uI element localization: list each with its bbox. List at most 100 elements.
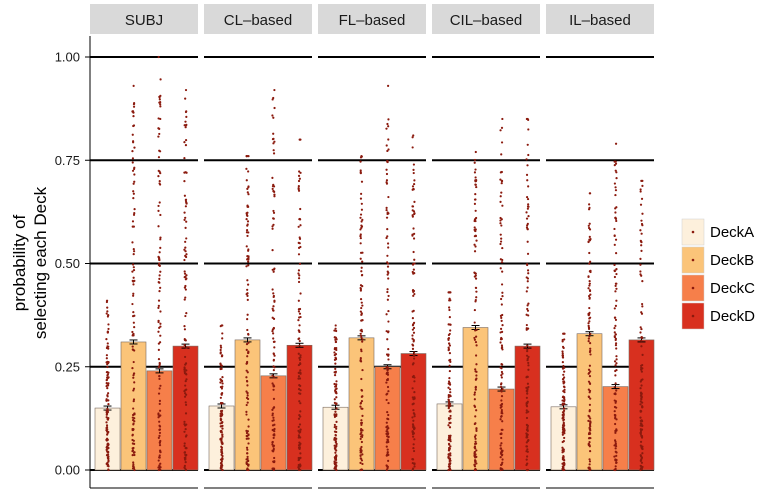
data-point — [247, 350, 250, 353]
points-DeckD — [183, 88, 188, 472]
data-point — [131, 334, 134, 337]
data-point — [640, 197, 644, 200]
data-point — [562, 419, 565, 422]
data-point — [385, 432, 388, 435]
data-point — [588, 441, 591, 444]
data-point — [500, 399, 503, 402]
data-point — [297, 299, 300, 302]
data-point — [297, 186, 300, 190]
data-point — [299, 442, 302, 445]
data-point — [447, 386, 450, 389]
data-point — [221, 454, 224, 458]
data-point — [614, 442, 617, 445]
data-point — [385, 313, 388, 316]
data-point — [359, 156, 363, 159]
data-point — [132, 115, 135, 118]
data-point — [272, 317, 276, 320]
data-point — [183, 451, 186, 454]
data-point — [221, 468, 224, 471]
data-point — [359, 289, 362, 292]
data-point — [183, 325, 186, 328]
data-point — [335, 442, 338, 446]
data-point — [412, 268, 415, 271]
data-point — [133, 453, 136, 457]
data-point — [587, 414, 590, 417]
data-point — [219, 381, 222, 384]
points-DeckD — [525, 117, 530, 472]
points-DeckA — [447, 291, 452, 472]
data-point — [333, 414, 336, 417]
data-point — [473, 398, 476, 401]
points-DeckB — [131, 84, 136, 472]
data-point — [500, 370, 504, 374]
data-point — [131, 110, 135, 113]
data-point — [615, 358, 618, 361]
data-point — [614, 342, 618, 345]
data-point — [474, 415, 477, 418]
data-point — [589, 260, 592, 263]
data-point — [157, 117, 160, 120]
data-point — [473, 275, 476, 278]
data-point — [588, 251, 591, 255]
data-point — [386, 228, 389, 231]
data-point — [219, 466, 222, 469]
points-DeckD — [639, 179, 644, 472]
data-point — [107, 360, 110, 364]
data-point — [184, 392, 187, 395]
data-point — [335, 430, 338, 434]
data-point — [589, 353, 592, 356]
data-point — [185, 115, 188, 119]
data-point — [157, 304, 160, 307]
data-point — [412, 163, 415, 166]
data-point — [614, 374, 617, 377]
data-point — [219, 430, 222, 433]
data-point — [526, 439, 530, 442]
data-point — [334, 446, 337, 449]
data-point — [386, 411, 389, 414]
data-point — [159, 172, 162, 175]
data-point — [247, 397, 250, 401]
data-point — [298, 324, 301, 327]
data-point — [527, 302, 530, 305]
data-point — [272, 358, 275, 361]
data-point — [386, 265, 390, 268]
data-point — [641, 424, 644, 428]
data-point — [185, 220, 188, 223]
data-point — [132, 311, 135, 314]
data-point — [588, 463, 591, 466]
data-point — [273, 195, 276, 198]
data-point — [131, 348, 134, 351]
data-point — [500, 180, 504, 183]
data-point — [500, 432, 503, 435]
data-point — [412, 188, 415, 191]
data-point — [412, 408, 415, 412]
legend-item-DeckC: DeckC — [681, 274, 755, 302]
data-point — [131, 442, 134, 445]
data-point — [525, 375, 529, 378]
data-point — [184, 363, 187, 366]
data-point — [525, 323, 528, 327]
data-point — [500, 297, 503, 301]
data-point — [474, 434, 477, 437]
data-point — [132, 451, 135, 454]
data-point — [298, 463, 302, 466]
points-DeckD — [411, 134, 416, 472]
data-point — [157, 209, 160, 212]
data-point — [614, 382, 617, 385]
data-point — [245, 179, 248, 182]
data-point — [334, 327, 337, 330]
data-point — [614, 440, 617, 443]
data-point — [132, 407, 135, 410]
data-point — [499, 447, 502, 450]
data-point — [563, 468, 566, 471]
data-point — [527, 361, 530, 365]
data-point — [413, 438, 416, 441]
data-point — [413, 463, 416, 466]
data-point — [185, 253, 188, 256]
data-point — [334, 438, 337, 441]
data-point — [246, 298, 249, 302]
data-point — [299, 224, 302, 227]
data-point — [525, 432, 528, 435]
data-point — [360, 445, 363, 449]
data-point — [333, 398, 336, 401]
